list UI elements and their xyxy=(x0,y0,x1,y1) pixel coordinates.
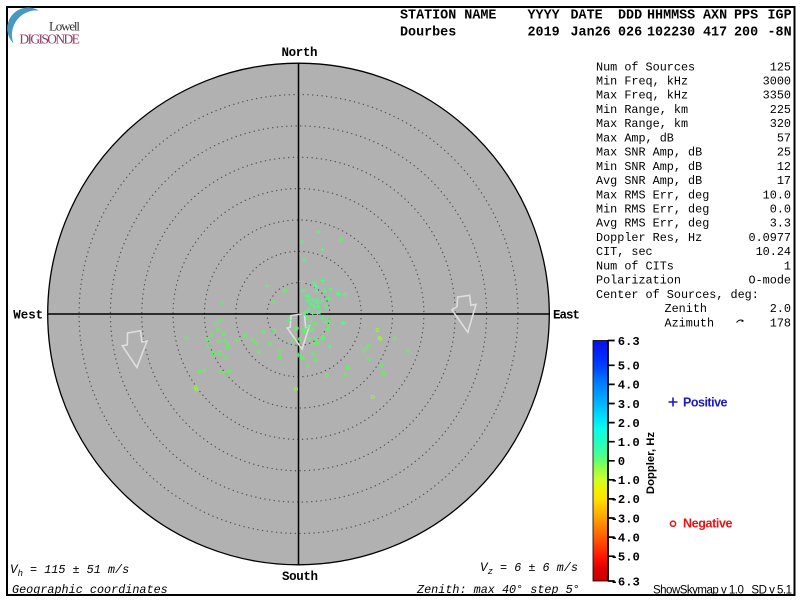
svg-text:North: North xyxy=(282,46,318,60)
svg-text:Min RMS Err, deg: Min RMS Err, deg xyxy=(596,203,709,217)
svg-text:417: 417 xyxy=(703,26,727,41)
svg-text:57: 57 xyxy=(777,131,791,145)
svg-text:3000: 3000 xyxy=(763,75,791,89)
svg-text:1.0: 1.0 xyxy=(618,436,640,450)
svg-text:Max RMS Err, deg: Max RMS Err, deg xyxy=(596,188,709,202)
svg-text:10.24: 10.24 xyxy=(756,245,791,259)
svg-text:25: 25 xyxy=(777,146,791,160)
svg-text:320: 320 xyxy=(770,117,791,131)
svg-text:Max SNR Amp, dB: Max SNR Amp, dB xyxy=(596,146,702,160)
svg-text:Azimuth: Azimuth xyxy=(665,316,715,330)
svg-text:2019: 2019 xyxy=(528,26,560,41)
svg-text:-1.0: -1.0 xyxy=(611,474,640,488)
svg-text:DDD: DDD xyxy=(618,9,642,24)
svg-text:1: 1 xyxy=(784,259,791,273)
svg-text:Center of Sources, deg:: Center of Sources, deg: xyxy=(596,288,759,302)
svg-text:Geographic coordinates: Geographic coordinates xyxy=(12,583,168,597)
svg-text:2.0: 2.0 xyxy=(618,417,640,431)
svg-text:225: 225 xyxy=(770,103,791,117)
svg-text:3.3: 3.3 xyxy=(770,217,791,231)
svg-text:Lowell: Lowell xyxy=(49,19,80,34)
svg-text:DIGISONDE: DIGISONDE xyxy=(19,32,80,47)
svg-text:Negative: Negative xyxy=(683,517,733,531)
svg-text:Num of Sources: Num of Sources xyxy=(596,60,695,74)
svg-text:Positive: Positive xyxy=(683,396,728,410)
svg-text:-3.0: -3.0 xyxy=(611,512,640,526)
svg-text:West: West xyxy=(13,309,43,323)
svg-text:Doppler, Hz: Doppler, Hz xyxy=(645,432,657,494)
svg-text:Avg SNR Amp, dB: Avg SNR Amp, dB xyxy=(596,174,702,188)
svg-text:-6.3: -6.3 xyxy=(611,575,640,589)
svg-text:Min Range, km: Min Range, km xyxy=(596,103,688,117)
svg-text:Vh = 115 ± 51 m/s: Vh = 115 ± 51 m/s xyxy=(10,563,129,579)
svg-text:-2.0: -2.0 xyxy=(611,493,640,507)
svg-text:2.0: 2.0 xyxy=(770,302,791,316)
svg-text:Max Freq, kHz: Max Freq, kHz xyxy=(596,89,688,103)
svg-text:Polarization: Polarization xyxy=(596,274,681,288)
svg-text:South: South xyxy=(282,570,318,584)
svg-text:3350: 3350 xyxy=(763,89,791,103)
svg-text:125: 125 xyxy=(770,60,791,74)
svg-text:Avg RMS Err, deg: Avg RMS Err, deg xyxy=(596,217,709,231)
svg-text:PPS: PPS xyxy=(734,9,758,24)
svg-text:DATE: DATE xyxy=(571,9,603,24)
svg-text:6.3: 6.3 xyxy=(618,335,640,349)
svg-text:026: 026 xyxy=(618,26,642,41)
svg-text:4.0: 4.0 xyxy=(618,379,640,393)
svg-text:-8N: -8N xyxy=(768,26,792,41)
svg-text:12: 12 xyxy=(777,160,791,174)
svg-text:17: 17 xyxy=(777,174,791,188)
svg-text:Max Range, km: Max Range, km xyxy=(596,117,688,131)
svg-text:-4.0: -4.0 xyxy=(611,531,640,545)
svg-text:0.0: 0.0 xyxy=(770,203,791,217)
svg-text:YYYY: YYYY xyxy=(528,9,561,24)
svg-text:Dourbes: Dourbes xyxy=(400,26,456,41)
svg-text:Zenith: Zenith xyxy=(665,302,707,316)
svg-text:Min SNR Amp, dB: Min SNR Amp, dB xyxy=(596,160,702,174)
svg-text:AXN: AXN xyxy=(703,9,727,24)
svg-text:Max Amp, dB: Max Amp, dB xyxy=(596,131,674,145)
svg-text:102230: 102230 xyxy=(647,26,695,41)
svg-text:Zenith: max 40° step 5°: Zenith: max 40° step 5° xyxy=(416,583,580,597)
svg-text:ShowSkymap v 1.0 SD v 5.1: ShowSkymap v 1.0 SD v 5.1 xyxy=(653,585,792,597)
svg-text:IGP: IGP xyxy=(768,9,792,24)
svg-text:STATION NAME: STATION NAME xyxy=(400,9,496,24)
svg-text:178: 178 xyxy=(770,316,791,330)
svg-text:HHMMSS: HHMMSS xyxy=(647,9,695,24)
svg-text:Jan26: Jan26 xyxy=(571,26,611,41)
svg-text:Num of CITs: Num of CITs xyxy=(596,259,674,273)
svg-text:-5.0: -5.0 xyxy=(611,551,640,565)
svg-text:East: East xyxy=(553,309,580,323)
svg-text:200: 200 xyxy=(734,26,758,41)
svg-text:10.0: 10.0 xyxy=(763,188,791,202)
svg-text:0: 0 xyxy=(618,455,625,469)
svg-text:0.0977: 0.0977 xyxy=(749,231,791,245)
svg-text:CIT, sec: CIT, sec xyxy=(596,245,653,259)
svg-text:Vz = 6 ± 6 m/s: Vz = 6 ± 6 m/s xyxy=(480,561,578,577)
svg-text:5.0: 5.0 xyxy=(618,360,640,374)
svg-text:O-mode: O-mode xyxy=(749,274,791,288)
svg-text:Doppler Res, Hz: Doppler Res, Hz xyxy=(596,231,702,245)
svg-text:3.0: 3.0 xyxy=(618,398,640,412)
svg-text:Min Freq, kHz: Min Freq, kHz xyxy=(596,75,688,89)
